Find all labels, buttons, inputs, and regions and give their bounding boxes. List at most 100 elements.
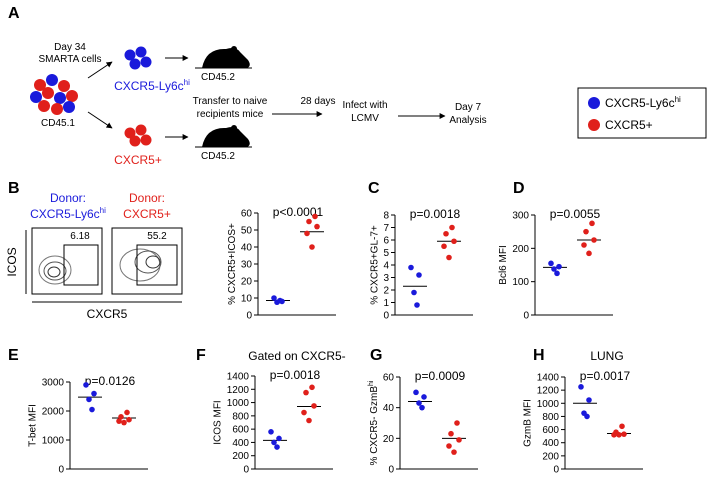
y-tick-label: 0 xyxy=(523,311,529,322)
data-point xyxy=(314,223,320,230)
cells-text: SMARTA cells xyxy=(39,54,102,65)
data-point xyxy=(456,437,462,443)
y-axis-label: GzmB MFI xyxy=(523,399,534,447)
data-point xyxy=(441,243,447,250)
y-tick-label: 3 xyxy=(383,273,389,284)
p-value: p=0.0018 xyxy=(270,368,321,382)
data-point xyxy=(414,302,420,308)
data-point xyxy=(449,224,455,231)
donor-group: CXCR5-Ly6chi xyxy=(30,206,106,221)
analysis-text: Analysis xyxy=(449,115,486,126)
flow-plot: 55.2 xyxy=(111,227,183,295)
legend-label: CXCR5+ xyxy=(605,118,653,132)
data-point xyxy=(548,260,554,267)
donor-group: CXCR5+ xyxy=(123,207,171,221)
data-point xyxy=(616,432,622,438)
data-point xyxy=(276,435,282,442)
donor-text: Donor: xyxy=(129,191,165,205)
y-axis-label-main: ICOS MFI xyxy=(213,400,224,444)
mouse xyxy=(202,46,250,68)
data-point xyxy=(271,295,277,301)
wait-text: 28 days xyxy=(300,96,335,107)
mouse xyxy=(202,125,250,147)
y-tick-label: 1 xyxy=(383,298,389,309)
y-tick-label: 10 xyxy=(241,294,253,305)
y-tick-label: 100 xyxy=(512,277,529,288)
data-point xyxy=(124,409,130,416)
data-point xyxy=(578,384,584,390)
p-value: p=0.0018 xyxy=(410,207,461,221)
gate-value: 6.18 xyxy=(70,231,90,242)
data-point xyxy=(581,242,587,248)
data-point xyxy=(309,244,315,250)
data-point xyxy=(116,418,122,424)
panel-label: D xyxy=(513,180,525,197)
group1-label: CXCR5-Ly6chi xyxy=(114,78,190,93)
y-tick-label: 2 xyxy=(383,286,389,297)
y-axis-label: % CXCR5- GzmBhi xyxy=(368,380,380,465)
legend-sup: hi xyxy=(675,95,681,104)
infect-text: LCMV xyxy=(351,113,379,124)
panel-label: E xyxy=(8,347,19,364)
y-tick-label: 60 xyxy=(383,373,395,384)
data-point xyxy=(591,237,597,243)
data-point xyxy=(312,213,318,220)
data-point xyxy=(303,389,309,396)
p-value: p<0.0001 xyxy=(273,205,324,219)
chart-title: LUNG xyxy=(590,349,623,363)
data-point xyxy=(448,430,454,437)
p-value: p=0.0126 xyxy=(85,374,136,388)
flow-x-label: CXCR5 xyxy=(87,307,128,321)
y-axis-label: Bcl6 MFI xyxy=(498,245,509,284)
panel-label: F xyxy=(196,347,206,364)
data-point xyxy=(413,389,419,396)
data-point xyxy=(89,406,95,413)
group1-main: CXCR5-Ly6c xyxy=(114,79,184,93)
data-point xyxy=(411,289,417,296)
y-tick-label: 800 xyxy=(542,412,559,423)
data-point xyxy=(586,397,592,403)
data-point xyxy=(451,449,457,455)
y-axis-label-main: Bcl6 MFI xyxy=(498,245,509,284)
y-tick-label: 2000 xyxy=(42,407,65,418)
legend: CXCR5-Ly6chi CXCR5+ xyxy=(588,95,681,132)
data-point xyxy=(586,250,592,257)
y-tick-label: 1400 xyxy=(227,372,250,383)
recipient-marker: CD45.2 xyxy=(201,72,235,83)
y-tick-label: 8 xyxy=(383,211,389,222)
y-tick-label: 0 xyxy=(553,465,559,476)
y-tick-label: 50 xyxy=(241,226,253,237)
y-axis-label: ICOS MFI xyxy=(213,400,224,444)
y-tick-label: 0 xyxy=(383,311,389,322)
data-point xyxy=(91,390,97,397)
data-point xyxy=(416,272,422,278)
chart-title: Gated on CXCR5- xyxy=(248,349,345,363)
donor-group-main: CXCR5-Ly6c xyxy=(30,207,100,221)
cell-cluster xyxy=(30,74,78,115)
gate-value: 55.2 xyxy=(147,231,167,242)
y-tick-label: 200 xyxy=(512,244,529,255)
y-axis-label: % CXCR5+GL-7+ xyxy=(369,225,380,305)
data-point xyxy=(611,432,617,438)
y-axis-label-main: % CXCR5- GzmB xyxy=(369,386,380,466)
y-tick-label: 1200 xyxy=(227,385,250,396)
data-point xyxy=(118,414,124,420)
p-value: p=0.0055 xyxy=(550,207,601,221)
y-axis-label-main: % CXCR5+GL-7+ xyxy=(369,225,380,305)
legend-box xyxy=(577,87,707,139)
transfer-text: recipients mice xyxy=(197,109,264,120)
data-point xyxy=(277,297,283,304)
red-cells xyxy=(124,124,152,147)
data-point xyxy=(83,382,89,388)
data-point xyxy=(86,396,92,403)
data-point xyxy=(268,429,274,435)
y-axis-label: T-bet MFI xyxy=(28,404,39,447)
y-tick-label: 7 xyxy=(383,223,389,234)
data-point xyxy=(589,220,595,227)
donor-text: Donor: xyxy=(50,191,86,205)
data-point xyxy=(621,431,627,437)
y-tick-label: 1000 xyxy=(227,398,250,409)
data-point xyxy=(554,270,560,277)
data-point xyxy=(619,423,625,430)
y-axis-label: % CXCR5+ICOS+ xyxy=(227,223,238,305)
